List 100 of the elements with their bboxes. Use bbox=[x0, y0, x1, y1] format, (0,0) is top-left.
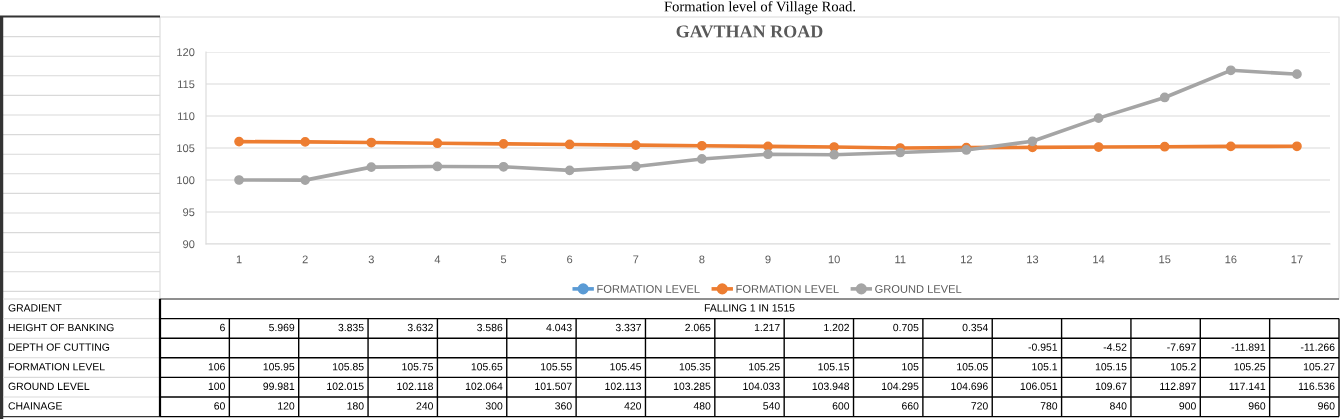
text: 3.337 bbox=[615, 323, 641, 332]
data-label: 116.536 bbox=[1298, 382, 1335, 390]
text: -0.951 bbox=[1028, 343, 1058, 351]
data-label: 105.75 bbox=[402, 363, 433, 371]
point bbox=[300, 175, 311, 185]
data-label: 105.15 bbox=[818, 363, 850, 371]
data-label: 102.015 bbox=[327, 382, 364, 390]
text: 420 bbox=[624, 402, 642, 410]
point bbox=[630, 140, 641, 150]
point bbox=[564, 165, 575, 176]
point bbox=[432, 161, 443, 172]
text: -11.891 bbox=[1231, 343, 1266, 351]
data-label: 104.295 bbox=[882, 382, 919, 390]
chart-title: GAVTHAN ROAD bbox=[676, 25, 823, 38]
data-label: 105.05 bbox=[957, 363, 988, 371]
point bbox=[763, 149, 773, 160]
data-label: 105.95 bbox=[263, 363, 295, 371]
text: 960 bbox=[1318, 402, 1335, 410]
data-label: 105.85 bbox=[333, 363, 364, 371]
text: 3.835 bbox=[338, 323, 364, 332]
point bbox=[498, 161, 509, 172]
data-label: 106.051 bbox=[1020, 382, 1058, 390]
point bbox=[300, 137, 311, 147]
x-tick-label: 9 bbox=[765, 255, 771, 264]
data-label: 105.65 bbox=[471, 363, 503, 371]
data-label: 103.285 bbox=[673, 382, 711, 390]
y-tick-label: 95 bbox=[183, 208, 195, 217]
text: 0.354 bbox=[962, 323, 988, 332]
data-label: 105.45 bbox=[610, 363, 642, 371]
point bbox=[498, 138, 509, 149]
text: 300 bbox=[485, 402, 503, 410]
data-label: 103.948 bbox=[812, 382, 850, 390]
point bbox=[697, 140, 707, 151]
point bbox=[234, 175, 244, 185]
text: 4.043 bbox=[546, 323, 572, 332]
text: 960 bbox=[1248, 402, 1266, 410]
legend-label: FORMATION LEVEL bbox=[597, 285, 700, 293]
data-label: 105.35 bbox=[679, 363, 711, 371]
point bbox=[234, 136, 244, 147]
text: 180 bbox=[347, 402, 364, 410]
text: 840 bbox=[1110, 402, 1127, 410]
y-tick-label: 90 bbox=[183, 240, 195, 249]
x-tick-label: 16 bbox=[1225, 255, 1237, 264]
point bbox=[1027, 136, 1038, 147]
data-label: 104.696 bbox=[951, 382, 988, 390]
text: -11.266 bbox=[1300, 343, 1335, 351]
text: 5.969 bbox=[269, 323, 295, 332]
text: 60 bbox=[214, 402, 225, 410]
point bbox=[564, 139, 575, 150]
point bbox=[630, 161, 641, 172]
data-label: 102.064 bbox=[465, 382, 503, 390]
text: 360 bbox=[555, 402, 572, 410]
x-tick-label: 1 bbox=[236, 255, 242, 264]
data-label: 105.15 bbox=[1095, 363, 1127, 371]
x-tick-label: 7 bbox=[633, 255, 639, 264]
text: 600 bbox=[832, 402, 850, 410]
point bbox=[895, 147, 906, 158]
point bbox=[829, 149, 839, 160]
x-tick-label: 10 bbox=[828, 255, 840, 264]
data-label: 117.141 bbox=[1229, 382, 1266, 390]
text: CHAINAGE bbox=[8, 402, 62, 410]
x-tick-label: 12 bbox=[961, 255, 972, 264]
text: 0.705 bbox=[893, 323, 919, 332]
text: 900 bbox=[1179, 402, 1196, 410]
y-tick-label: 110 bbox=[178, 112, 195, 121]
legend-label: GROUND LEVEL bbox=[875, 285, 962, 293]
x-tick-label: 8 bbox=[699, 255, 705, 264]
data-label: 102.118 bbox=[397, 382, 433, 390]
data-label: 99.981 bbox=[263, 382, 295, 390]
text: 480 bbox=[693, 402, 711, 410]
text: GROUND LEVEL bbox=[8, 382, 90, 390]
data-label: 105.27 bbox=[1303, 363, 1335, 371]
text: FORMATION LEVEL bbox=[8, 363, 105, 371]
text: HEIGHT OF BANKING bbox=[8, 323, 114, 332]
y-tick-label: 105 bbox=[177, 144, 195, 153]
data-label: 106 bbox=[208, 363, 225, 371]
x-tick-label: 13 bbox=[1027, 255, 1039, 264]
point bbox=[1159, 92, 1170, 103]
point bbox=[829, 142, 839, 152]
point bbox=[1292, 141, 1302, 152]
text: 3.632 bbox=[407, 323, 433, 332]
y-tick-label: 120 bbox=[177, 48, 195, 57]
text: 780 bbox=[1040, 402, 1058, 410]
data-label: 101.507 bbox=[535, 382, 572, 390]
text: 3.586 bbox=[477, 323, 503, 332]
x-tick-label: 17 bbox=[1291, 255, 1303, 264]
point bbox=[1093, 142, 1104, 152]
text: Formation level of Village Road. bbox=[664, 1, 856, 15]
text: 720 bbox=[971, 402, 988, 410]
text: 6 bbox=[220, 323, 225, 332]
y-tick-label: 115 bbox=[178, 80, 195, 89]
point bbox=[366, 137, 377, 148]
point bbox=[1292, 69, 1302, 80]
data-label: 105.25 bbox=[1234, 363, 1266, 371]
data-label: 100 bbox=[208, 382, 225, 390]
point bbox=[1159, 141, 1170, 152]
data-label: 102.113 bbox=[605, 382, 642, 390]
text: GRADIENT bbox=[8, 304, 62, 312]
data-label: 109.67 bbox=[1095, 382, 1127, 390]
text: 240 bbox=[416, 402, 434, 410]
